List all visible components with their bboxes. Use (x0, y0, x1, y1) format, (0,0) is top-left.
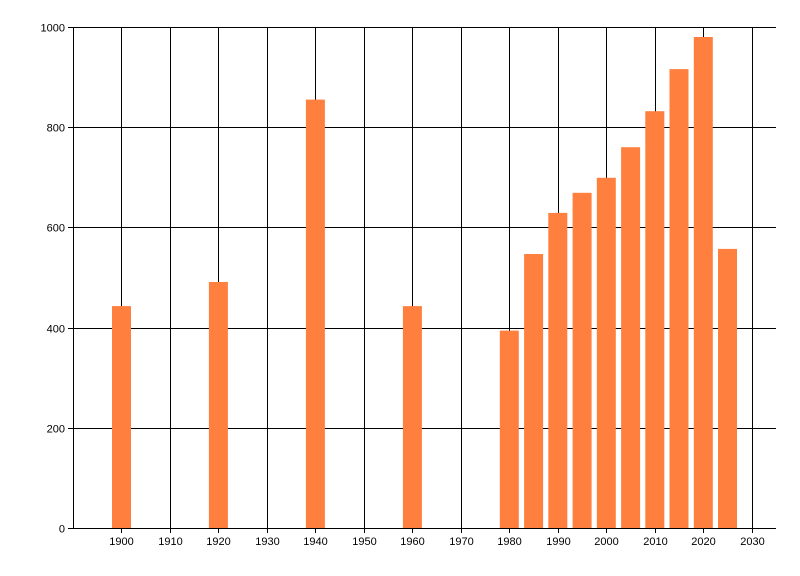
y-tick-label: 1000 (41, 23, 65, 35)
x-tick-label: 1970 (449, 536, 473, 548)
x-tick-label: 2030 (740, 536, 764, 548)
bar (596, 177, 616, 529)
y-tick-label: 800 (47, 123, 65, 135)
bar (693, 37, 713, 528)
x-tick-label: 2010 (643, 536, 667, 548)
bar (572, 192, 592, 529)
bar (208, 282, 228, 528)
bar (621, 147, 641, 528)
bar (645, 111, 665, 528)
x-tick-label: 1940 (303, 536, 327, 548)
bar (305, 99, 325, 528)
y-tick-label: 0 (59, 524, 65, 536)
bar (524, 254, 544, 528)
x-tick-label: 1900 (109, 536, 133, 548)
x-tick-label: 1980 (497, 536, 521, 548)
x-tick-label: 1950 (352, 536, 376, 548)
bar (718, 248, 737, 528)
bar (499, 330, 519, 528)
x-tick-label: 1960 (400, 536, 424, 548)
x-tick-label: 1920 (206, 536, 230, 548)
y-tick-label: 400 (47, 324, 65, 336)
x-tick-label: 1910 (158, 536, 182, 548)
y-tick-label: 600 (47, 223, 65, 235)
bar (548, 212, 568, 528)
x-tick-label: 1990 (546, 536, 570, 548)
bar (402, 306, 422, 528)
axis-layer (68, 27, 776, 533)
bar (669, 69, 689, 528)
y-tick-label: 200 (47, 424, 65, 436)
x-tick-label: 2000 (594, 536, 618, 548)
x-tick-label: 1930 (255, 536, 279, 548)
x-tick-label: 2020 (691, 536, 715, 548)
bar-layer (112, 37, 737, 529)
bar (112, 306, 131, 528)
label-layer: 0 200 400 600 800 1000 1900 1910 1920 1930 1940 195… (41, 23, 765, 549)
